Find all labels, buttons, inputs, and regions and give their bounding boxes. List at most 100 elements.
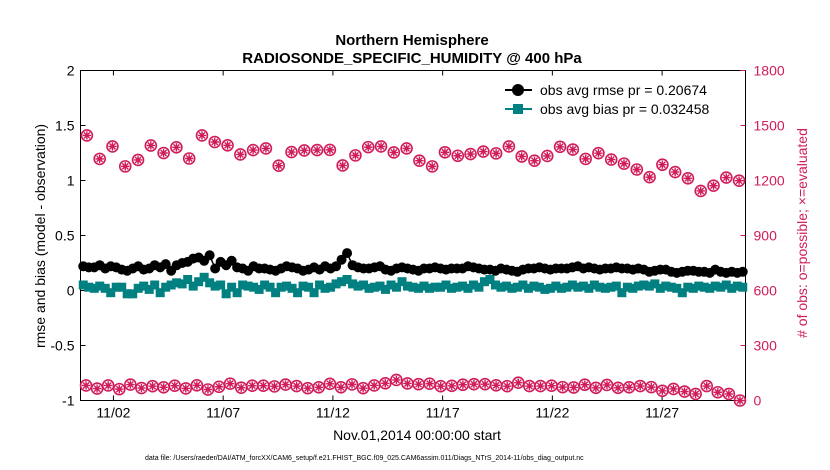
obs-point [700,379,714,393]
obs-evaluated-marker [658,160,667,169]
bias-point [106,288,116,298]
obs-evaluated-marker [259,381,268,390]
obs-evaluated-marker [192,381,202,390]
obs-evaluated-marker [415,156,424,165]
bias-point [304,282,314,292]
bias-point [353,281,363,291]
obs-evaluated-marker [594,148,603,158]
obs-evaluated-marker [709,181,718,190]
obs-point [146,379,159,393]
bias-point [359,280,369,290]
obs-evaluated-marker [480,379,490,389]
bias-point [216,280,226,290]
obs-point [374,140,388,153]
obs-point [667,382,680,396]
obs-evaluated-marker [555,142,565,151]
obs-evaluated-marker [274,161,283,170]
obs-possible-marker [592,146,605,160]
bias-point [716,282,726,292]
obs-point [201,383,215,396]
obs-point [478,377,492,391]
obs-evaluated-marker [436,382,445,391]
y-right-tick-label: 600 [754,283,778,299]
bias-point [282,281,292,291]
obs-point [310,143,324,157]
bias-point [622,282,632,292]
legend: obs avg rmse pr = 0.20674 obs avg bias p… [500,76,742,121]
obs-point [467,377,481,391]
obs-point [144,139,158,152]
obs-point [644,380,658,394]
obs-possible-marker [438,145,452,159]
bias-point [705,283,715,293]
obs-evaluated-marker [402,144,411,153]
bias-point [617,288,627,298]
obs-point [361,140,375,154]
obs-possible-marker [553,140,567,154]
obs-evaluated-marker [580,380,589,389]
obs-possible-marker [578,378,592,392]
obs-evaluated-marker [214,382,224,391]
obs-possible-marker [500,379,514,393]
obs-point [707,179,720,192]
obs-point [732,174,746,187]
obs-point [387,146,401,159]
obs-possible-marker [179,382,193,395]
obs-evaluated-marker [336,383,346,392]
y-right-tick-label: 1200 [754,173,785,189]
obs-point [400,142,413,155]
obs-evaluated-marker [543,151,552,161]
obs-possible-marker [700,379,714,393]
obs-evaluated-marker [636,381,645,391]
bias-point [128,289,138,299]
obs-evaluated-marker [92,384,102,393]
obs-point [323,377,337,391]
bias-point [688,283,698,293]
bias-point [188,281,198,291]
bias-point [392,282,402,292]
obs-evaluated-marker [702,381,711,391]
obs-evaluated-marker [547,381,556,390]
obs-possible-marker [212,380,226,394]
x-tick-label: 11/12 [316,405,350,421]
obs-point [553,140,567,154]
y-left-tick-label: 1 [67,173,75,189]
bias-point [457,281,467,291]
bias-point [534,282,544,292]
obs-possible-marker [387,146,401,159]
obs-possible-marker [566,143,580,156]
obs-evaluated-marker [724,389,734,399]
obs-point [221,139,234,152]
bias-point [507,283,517,293]
bias-point [683,282,693,292]
y-left-tick-label: 2 [67,63,75,79]
y-axis-right: 0 300 600 900 1200 1500 1800 [740,63,785,409]
obs-point [656,158,669,172]
obs-point [611,381,625,395]
bias-point [249,282,259,292]
bias-point [199,272,209,282]
obs-possible-marker [707,179,720,192]
obs-point [336,159,349,172]
bias-point [243,281,253,291]
bias-point [512,282,522,292]
obs-evaluated-marker [632,165,641,174]
obs-point [656,384,669,398]
obs-evaluated-marker [647,382,656,392]
bias-point [551,281,561,291]
obs-point [722,387,736,401]
obs-point [101,379,115,392]
bias-point [260,280,270,290]
obs-point [515,150,529,163]
bias-point [518,280,528,290]
obs-point [528,154,541,167]
bias-point [589,280,599,290]
plot-area [80,70,746,401]
bias-point [727,283,737,293]
obs-possible-marker [732,174,746,187]
obs-possible-marker [643,170,656,184]
obs-evaluated-marker [237,383,246,392]
bias-point [375,281,385,291]
obs-possible-marker [464,147,477,161]
bias-point [78,280,88,290]
